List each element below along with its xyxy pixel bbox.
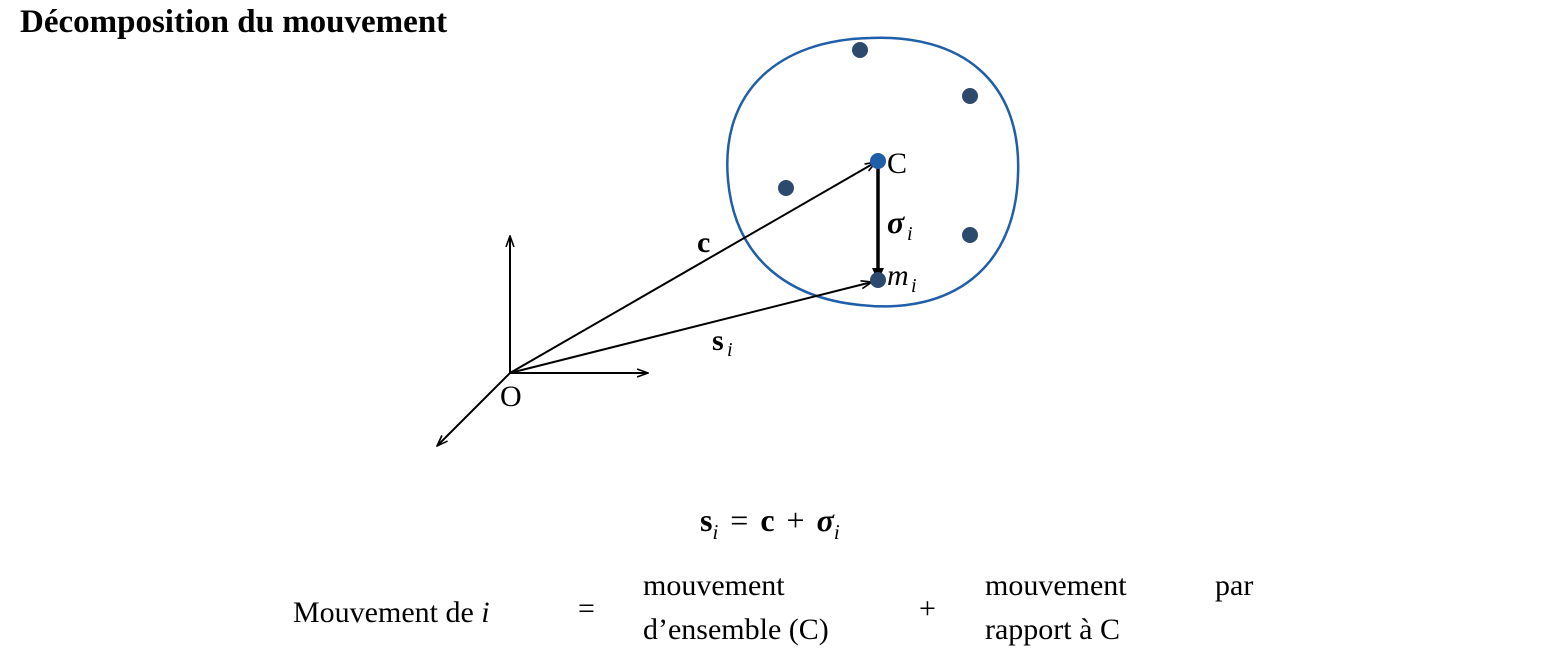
sigma-subscript: i xyxy=(907,223,913,245)
decomposition-lhs: Mouvement de i xyxy=(293,593,490,633)
particle-dot xyxy=(962,227,978,243)
vector-equation: si = c + σi xyxy=(700,500,840,552)
particle-dot xyxy=(852,42,868,58)
axis-depth xyxy=(437,372,511,446)
mi-label: m xyxy=(887,259,909,292)
particle-dot xyxy=(962,88,978,104)
equation-sigma-subscript: i xyxy=(833,520,840,544)
origin-label: O xyxy=(500,380,522,413)
equation-plus: + xyxy=(786,502,805,538)
page-title: Décomposition du mouvement xyxy=(20,4,448,40)
term2-line2: rapport à C xyxy=(985,613,1120,646)
particle-dot-mi xyxy=(870,272,886,288)
vector-s-subscript: i xyxy=(727,339,733,361)
center-label: C xyxy=(887,147,907,180)
vector-s-arrow xyxy=(509,282,872,374)
vector-s-label: s xyxy=(712,324,724,357)
center-of-mass-dot xyxy=(870,153,886,169)
equation-c: c xyxy=(760,502,775,538)
equation-s-subscript: i xyxy=(712,520,719,544)
decomposition-equals: = xyxy=(578,592,595,625)
equation-s: s xyxy=(700,502,713,538)
term1-line2: d’ensemble (C) xyxy=(643,613,829,646)
decomposition-plus: + xyxy=(919,592,936,625)
term1-line1: mouvement xyxy=(643,569,785,602)
decomposition-lhs-var: i xyxy=(481,596,490,629)
particle-dot xyxy=(778,180,794,196)
term2-line1: mouvement xyxy=(985,569,1127,602)
vector-c-arrow xyxy=(509,162,876,374)
term2-word-par: par xyxy=(1215,569,1254,602)
equation-equals: = xyxy=(730,502,749,538)
decomposition-lhs-text: Mouvement de xyxy=(293,596,482,629)
mi-subscript: i xyxy=(911,275,917,297)
sigma-label: σ xyxy=(887,204,905,240)
equation-sigma: σ xyxy=(816,502,834,538)
body-boundary xyxy=(726,36,1020,308)
vector-c-label: c xyxy=(697,226,710,259)
